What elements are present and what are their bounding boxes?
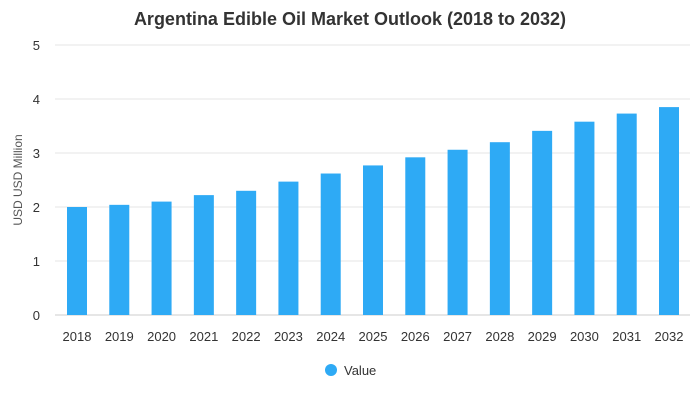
chart-title: Argentina Edible Oil Market Outlook (201…: [134, 9, 566, 29]
x-tick-label: 2022: [232, 329, 261, 344]
bar-2026[interactable]: [405, 157, 426, 315]
bar-2022[interactable]: [236, 190, 257, 315]
bar-2028[interactable]: [489, 142, 510, 315]
x-tick-label: 2032: [655, 329, 684, 344]
bar-2024[interactable]: [320, 173, 341, 315]
bar-2030[interactable]: [574, 121, 595, 316]
y-tick-label: 1: [33, 254, 40, 269]
x-axis-ticks: 2018 2019 2020 2021 2022 2023 2024 2025 2026 2027…: [63, 329, 684, 344]
y-tick-label: 2: [33, 200, 40, 215]
bar-2025[interactable]: [363, 165, 383, 315]
bar-2029[interactable]: [532, 130, 553, 315]
bar-2018[interactable]: [67, 207, 87, 315]
y-tick-label: 3: [33, 146, 40, 161]
x-tick-label: 2023: [274, 329, 303, 344]
bar-2027[interactable]: [447, 149, 468, 315]
x-tick-label: 2027: [443, 329, 472, 344]
x-tick-label: 2029: [528, 329, 557, 344]
y-axis-title: USD USD Million: [11, 134, 25, 225]
legend-marker-value: [325, 364, 337, 376]
x-tick-label: 2025: [359, 329, 388, 344]
bar-2021[interactable]: [193, 195, 214, 315]
bar-2020[interactable]: [151, 201, 172, 315]
bars: [67, 107, 679, 316]
bar-2019[interactable]: [109, 204, 130, 315]
bar-2023[interactable]: [278, 181, 299, 315]
x-tick-label: 2028: [485, 329, 514, 344]
x-tick-label: 2019: [105, 329, 134, 344]
x-tick-label: 2021: [189, 329, 218, 344]
x-tick-label: 2018: [63, 329, 92, 344]
x-tick-label: 2026: [401, 329, 430, 344]
bar-2031[interactable]: [616, 113, 637, 315]
x-tick-label: 2020: [147, 329, 176, 344]
y-tick-label: 4: [33, 92, 40, 107]
x-tick-label: 2031: [612, 329, 641, 344]
y-tick-label: 0: [33, 308, 40, 323]
y-axis-ticks: 0 1 2 3 4 5: [33, 38, 40, 323]
x-tick-label: 2024: [316, 329, 345, 344]
bar-2032[interactable]: [659, 107, 679, 315]
legend-label-value: Value: [344, 363, 376, 378]
y-tick-label: 5: [33, 38, 40, 53]
x-tick-label: 2030: [570, 329, 599, 344]
legend[interactable]: Value: [325, 363, 376, 378]
